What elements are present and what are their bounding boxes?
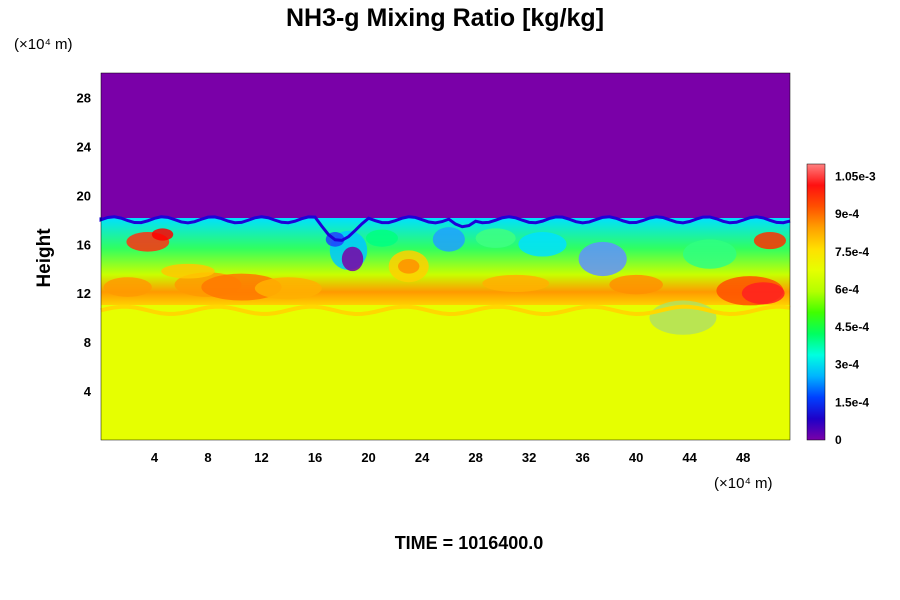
mixing-blob	[578, 241, 627, 277]
plot-frame	[100, 72, 791, 441]
mixing-layer-bottom	[100, 304, 791, 316]
y-tick-label: 4	[84, 384, 92, 399]
colorbar-tick-label: 4.5e-4	[835, 320, 869, 334]
x-tick-label: 16	[308, 450, 322, 465]
mixing-layer-top	[99, 215, 791, 242]
x-tick-label: 32	[522, 450, 536, 465]
mixing-blob	[365, 229, 399, 247]
x-tick-label: 4	[151, 450, 159, 465]
mixing-blob	[741, 282, 785, 305]
colorbar-tick-label: 3e-4	[835, 358, 859, 372]
x-tick-label: 48	[736, 450, 750, 465]
colorbar-tick-label: 1.5e-4	[835, 395, 869, 409]
y-axis-label: Height	[34, 228, 55, 288]
mixing-blob	[753, 232, 786, 250]
mixing-layer-detail	[99, 215, 791, 335]
mixing-blob	[161, 263, 215, 279]
mixing-blob	[341, 246, 364, 272]
y-tick-label: 8	[84, 335, 91, 350]
x-tick-label: 12	[254, 450, 268, 465]
y-tick-label: 16	[77, 237, 91, 252]
x-tick-label: 20	[361, 450, 375, 465]
mixing-blob	[475, 228, 516, 248]
time-label: TIME = 1016400.0	[395, 533, 544, 553]
x-tick-label: 8	[204, 450, 211, 465]
x-axis-unit: (×10⁴ m)	[714, 475, 773, 492]
colorbar-ticks: 0 1.5e-4 3e-4 4.5e-4 6e-4 7.5e-4 9e-4 1.05e-3	[835, 170, 876, 447]
mixing-blob	[103, 277, 152, 297]
mixing-blob	[254, 277, 322, 300]
mixing-blob	[482, 274, 550, 292]
colorbar-tick-label: 7.5e-4	[835, 245, 869, 259]
y-axis-ticks: 4 8 12 16 20 24 28	[77, 90, 92, 399]
colorbar: 0 1.5e-4 3e-4 4.5e-4 6e-4 7.5e-4 9e-4 1.05e-3	[806, 163, 876, 447]
x-tick-label: 24	[415, 450, 430, 465]
x-tick-label: 44	[682, 450, 697, 465]
colorbar-gradient	[806, 163, 826, 441]
mixing-blob	[398, 258, 420, 274]
y-tick-label: 20	[77, 188, 91, 203]
mixing-blob	[682, 239, 737, 269]
y-tick-label: 28	[77, 90, 91, 105]
x-tick-label: 36	[575, 450, 589, 465]
x-tick-label: 40	[629, 450, 643, 465]
colorbar-tick-label: 1.05e-3	[835, 170, 876, 184]
mixing-blob	[609, 274, 663, 295]
y-axis-unit: (×10⁴ m)	[14, 36, 73, 53]
x-tick-label: 28	[468, 450, 482, 465]
mixing-blob	[151, 228, 174, 241]
y-tick-label: 24	[77, 139, 92, 154]
colorbar-tick-label: 0	[835, 433, 842, 447]
mixing-blob	[432, 227, 465, 252]
region-upper	[101, 73, 790, 218]
x-axis-ticks: 4 8 12 16 20 24 28 32 36 40 44 48	[151, 450, 751, 465]
plot-area	[99, 72, 791, 441]
y-tick-label: 12	[77, 286, 91, 301]
colorbar-tick-label: 6e-4	[835, 282, 859, 296]
mixing-blob	[518, 232, 567, 257]
colorbar-tick-label: 9e-4	[835, 207, 859, 221]
chart-title: NH3-g Mixing Ratio [kg/kg]	[286, 4, 604, 32]
